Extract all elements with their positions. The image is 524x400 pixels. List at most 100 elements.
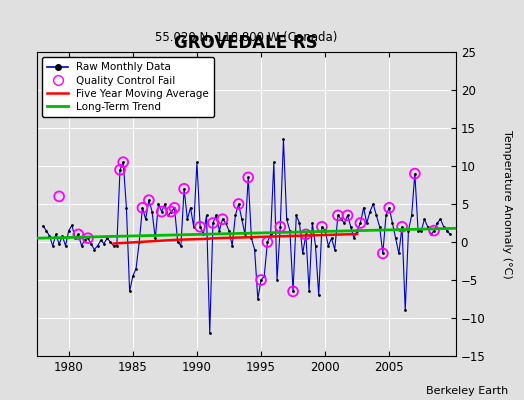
Point — [135, 239, 144, 245]
Point — [314, 292, 323, 298]
Point — [385, 205, 394, 211]
Point — [138, 205, 147, 211]
Y-axis label: Temperature Anomaly (°C): Temperature Anomaly (°C) — [502, 130, 512, 278]
Point — [308, 220, 316, 226]
Point — [334, 212, 342, 218]
Point — [55, 193, 63, 200]
Point — [74, 231, 83, 238]
Point — [145, 197, 153, 203]
Point — [334, 212, 342, 218]
Point — [193, 159, 201, 166]
Point — [202, 212, 211, 218]
Point — [382, 212, 390, 218]
Title: GROVEDALE RS: GROVEDALE RS — [174, 34, 318, 52]
Point — [93, 242, 102, 249]
Point — [61, 242, 70, 249]
Point — [356, 220, 365, 226]
Point — [385, 205, 394, 211]
Point — [318, 224, 326, 230]
Point — [106, 239, 115, 245]
Point — [340, 220, 348, 226]
Point — [379, 250, 387, 257]
Point — [369, 201, 377, 207]
Point — [49, 242, 57, 249]
Point — [170, 205, 179, 211]
Point — [52, 231, 60, 238]
Point — [321, 227, 329, 234]
Point — [414, 227, 422, 234]
Point — [279, 136, 288, 142]
Point — [423, 224, 432, 230]
Point — [116, 166, 124, 173]
Point — [244, 174, 253, 180]
Point — [289, 288, 297, 294]
Point — [196, 224, 204, 230]
Point — [71, 235, 79, 241]
Point — [154, 201, 162, 207]
Point — [55, 241, 63, 248]
Point — [430, 227, 438, 234]
Point — [440, 224, 448, 230]
Point — [58, 233, 67, 239]
Point — [379, 250, 387, 257]
Point — [212, 212, 221, 218]
Point — [311, 242, 320, 249]
Point — [270, 159, 278, 166]
Point — [113, 242, 121, 249]
Point — [282, 216, 291, 222]
Point — [395, 250, 403, 257]
Point — [141, 216, 150, 222]
Point — [103, 235, 112, 241]
Legend: Raw Monthly Data, Quality Control Fail, Five Year Moving Average, Long-Term Tren: Raw Monthly Data, Quality Control Fail, … — [42, 57, 214, 117]
Point — [209, 220, 217, 226]
Point — [391, 235, 400, 241]
Point — [388, 220, 397, 226]
Point — [228, 242, 236, 249]
Point — [45, 233, 53, 239]
Point — [177, 242, 185, 249]
Point — [366, 208, 374, 215]
Point — [241, 231, 249, 238]
Point — [84, 235, 92, 241]
Point — [363, 220, 371, 226]
Point — [292, 212, 300, 218]
Text: Berkeley Earth: Berkeley Earth — [426, 386, 508, 396]
Point — [247, 235, 256, 241]
Point — [42, 227, 50, 234]
Point — [100, 240, 108, 247]
Point — [167, 208, 176, 215]
Point — [219, 216, 227, 222]
Point — [359, 205, 368, 211]
Point — [119, 159, 127, 166]
Point — [148, 208, 156, 215]
Point — [436, 216, 445, 222]
Point — [234, 201, 243, 207]
Point — [90, 246, 99, 253]
Point — [122, 205, 130, 211]
Point — [110, 242, 118, 249]
Point — [266, 231, 275, 238]
Point — [39, 223, 47, 229]
Point — [257, 277, 265, 283]
Point — [116, 166, 124, 173]
Point — [183, 216, 191, 222]
Point — [276, 224, 285, 230]
Point — [167, 208, 176, 215]
Point — [350, 235, 358, 241]
Point — [215, 227, 224, 234]
Point — [331, 246, 339, 253]
Point — [132, 266, 140, 272]
Point — [427, 231, 435, 238]
Point — [404, 227, 412, 234]
Point — [190, 224, 198, 230]
Point — [205, 330, 214, 336]
Point — [158, 208, 166, 215]
Point — [289, 288, 297, 294]
Point — [398, 224, 406, 230]
Point — [263, 239, 271, 245]
Point — [219, 216, 227, 222]
Point — [328, 235, 336, 241]
Point — [263, 239, 271, 245]
Point — [411, 170, 419, 177]
Point — [225, 227, 233, 234]
